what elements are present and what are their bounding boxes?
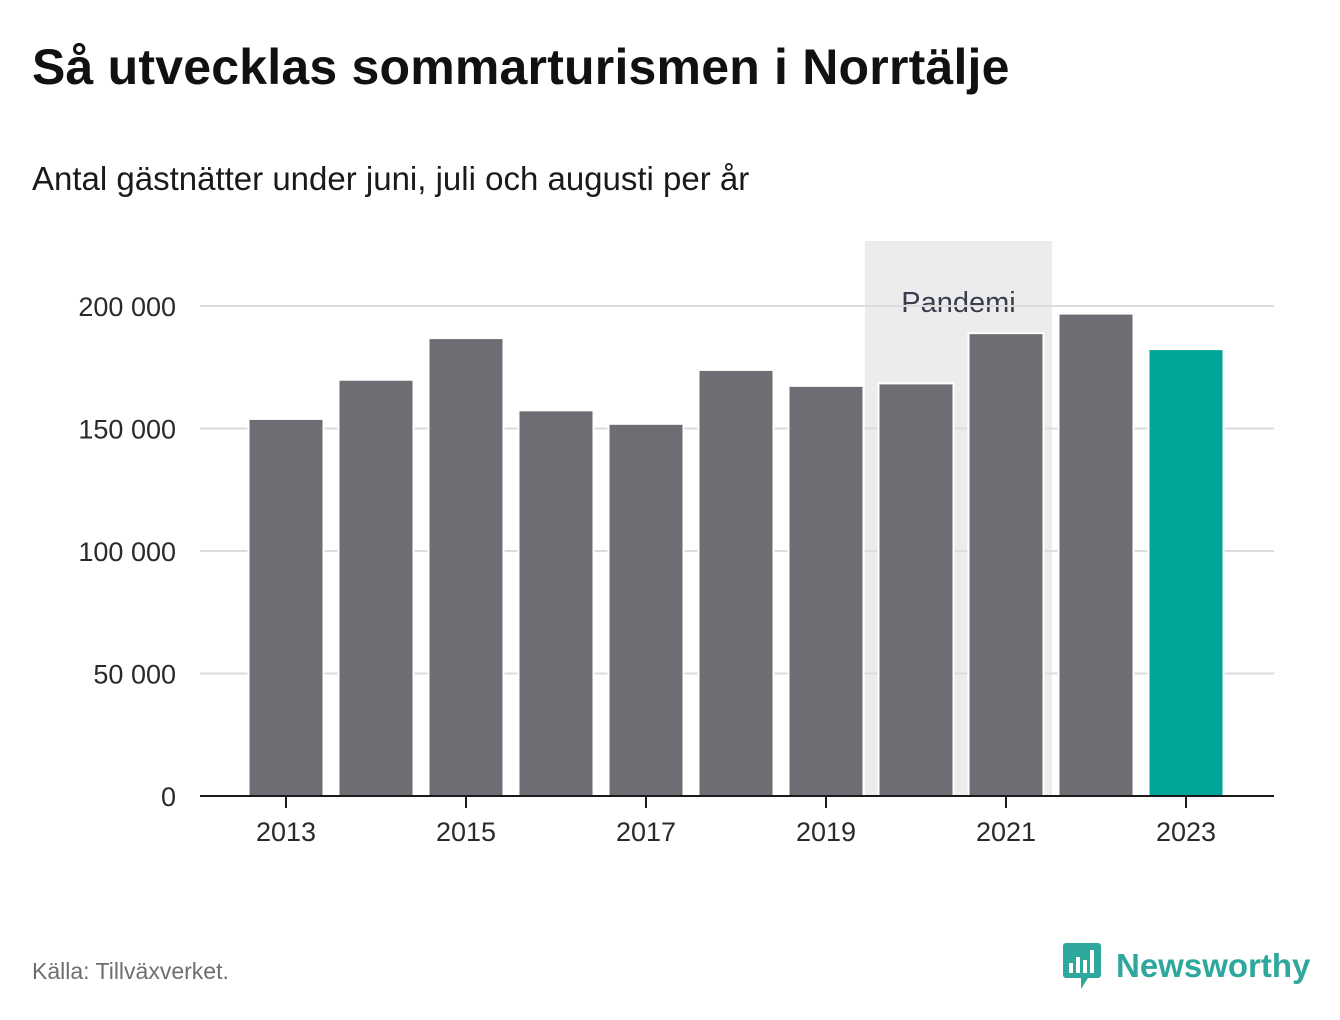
bar-chart: Pandemi 0 50 000 100 000 150 000 200 000 2013… — [78, 241, 1274, 847]
x-tick-label: 2013 — [256, 817, 316, 847]
y-tick-label: 0 — [161, 782, 176, 812]
bar-2021 — [969, 334, 1043, 796]
x-tick-label: 2017 — [616, 817, 676, 847]
y-tick-label: 200 000 — [78, 292, 176, 322]
bar-2018 — [699, 370, 773, 796]
y-tick-label: 150 000 — [78, 415, 176, 445]
pandemic-label: Pandemi — [901, 287, 1015, 319]
axis-layer: 0 50 000 100 000 150 000 200 000 2013 2015 2017… — [78, 292, 1274, 847]
brand-name: Newsworthy — [1116, 947, 1311, 984]
chart-title: Så utvecklas sommarturismen i Norrtälje — [32, 39, 1010, 95]
bar-2015 — [429, 339, 503, 796]
y-tick-label: 50 000 — [93, 660, 176, 690]
source-note: Källa: Tillväxverket. — [32, 958, 229, 984]
y-tick-label: 100 000 — [78, 537, 176, 567]
bar-2017 — [609, 424, 683, 796]
newsworthy-logo-icon — [1063, 943, 1101, 989]
bar-2022 — [1059, 314, 1133, 796]
bar-layer — [247, 312, 1225, 796]
chart-subtitle: Antal gästnätter under juni, juli och au… — [32, 160, 750, 197]
bar-2014 — [339, 380, 413, 796]
x-tick-label: 2019 — [796, 817, 856, 847]
bar-2020 — [879, 384, 953, 796]
bar-2013 — [249, 419, 323, 796]
x-tick-label: 2021 — [976, 817, 1036, 847]
x-tick-label: 2023 — [1156, 817, 1216, 847]
x-tick-label: 2015 — [436, 817, 496, 847]
bar-2019 — [789, 386, 863, 796]
bar-2016 — [519, 411, 593, 796]
bar-2023 — [1149, 350, 1223, 796]
brand-logo-block: Newsworthy — [1062, 940, 1310, 992]
